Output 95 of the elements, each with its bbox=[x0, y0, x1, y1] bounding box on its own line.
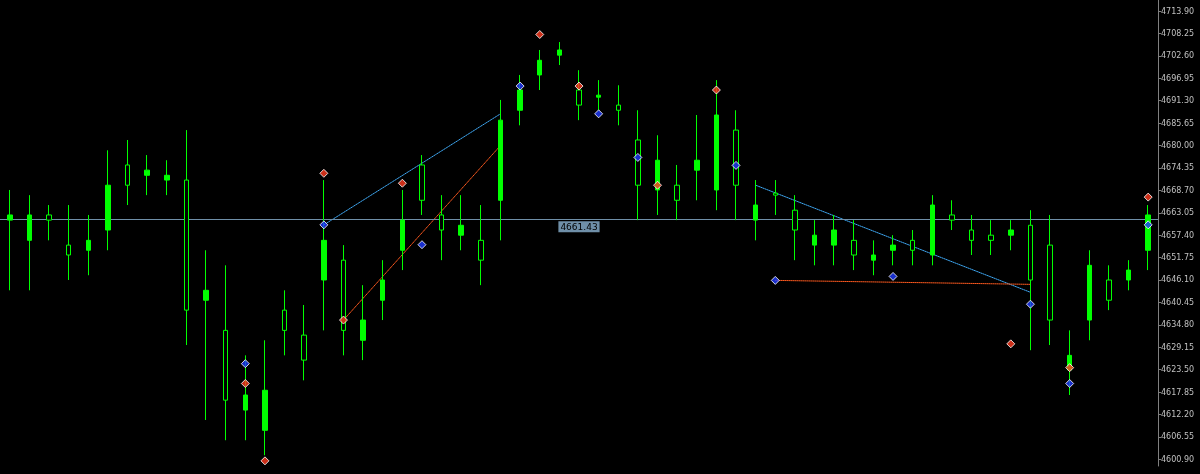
point bbox=[240, 359, 250, 369]
y-tick-label: 4623.50 bbox=[1161, 365, 1195, 375]
y-tick-label: 4640.45 bbox=[1161, 297, 1195, 307]
candlestick bbox=[616, 84, 621, 126]
candlestick bbox=[105, 149, 111, 251]
candlestick bbox=[969, 214, 974, 256]
y-tick-label: 4685.65 bbox=[1161, 118, 1195, 128]
point bbox=[515, 81, 525, 91]
point bbox=[731, 160, 741, 170]
candlestick bbox=[674, 164, 680, 221]
candlestick bbox=[262, 339, 268, 456]
y-tick-label: 4680.00 bbox=[1161, 141, 1195, 151]
candlestick bbox=[301, 304, 307, 381]
candlestick bbox=[890, 234, 896, 266]
candlestick bbox=[517, 74, 523, 126]
candlestick bbox=[576, 69, 582, 121]
point bbox=[770, 275, 780, 285]
candlestick bbox=[360, 284, 366, 361]
y-tick-label: 4691.30 bbox=[1161, 96, 1195, 106]
candlestick bbox=[458, 194, 464, 251]
candlestick bbox=[439, 194, 444, 261]
y-tick-label: 4702.60 bbox=[1161, 51, 1195, 61]
candlestick bbox=[773, 179, 778, 216]
candlestick bbox=[380, 259, 385, 321]
y-tick-label: 4600.90 bbox=[1161, 454, 1195, 464]
candlestick bbox=[851, 219, 857, 271]
candlestick bbox=[831, 214, 837, 266]
candlestick bbox=[46, 204, 52, 241]
point bbox=[240, 379, 250, 389]
point bbox=[711, 85, 721, 95]
point bbox=[417, 240, 427, 250]
y-tick-label: 4708.25 bbox=[1161, 29, 1195, 39]
y-tick-label: 4612.20 bbox=[1161, 409, 1195, 419]
candlestick bbox=[537, 49, 542, 91]
point bbox=[1065, 379, 1075, 389]
candlestick bbox=[871, 239, 876, 276]
y-tick-label: 4646.10 bbox=[1161, 275, 1195, 285]
point bbox=[653, 180, 663, 190]
point bbox=[1025, 299, 1035, 309]
candlestick bbox=[27, 194, 32, 291]
candlestick bbox=[223, 264, 228, 441]
candlestick bbox=[753, 179, 758, 241]
y-tick-label: 4713.90 bbox=[1161, 6, 1195, 16]
candlestick bbox=[478, 204, 484, 286]
y-tick-label: 4657.40 bbox=[1161, 230, 1195, 240]
y-tick-label: 4629.15 bbox=[1161, 342, 1195, 352]
point bbox=[319, 220, 329, 230]
candlestick bbox=[949, 199, 955, 231]
candlestick bbox=[812, 219, 817, 266]
y-tick-label: 4606.55 bbox=[1161, 432, 1195, 442]
candlestick bbox=[498, 99, 503, 241]
candlestick bbox=[144, 154, 150, 196]
point bbox=[535, 30, 545, 39]
point bbox=[397, 178, 407, 188]
candlestick bbox=[125, 139, 130, 206]
candlestick bbox=[988, 219, 994, 256]
point bbox=[594, 109, 604, 119]
candlestick bbox=[930, 194, 935, 266]
candlestick bbox=[557, 41, 562, 66]
y-tick-label: 4634.80 bbox=[1161, 320, 1195, 330]
y-tick-label: 4663.05 bbox=[1161, 208, 1195, 218]
y-tick-label: 4674.35 bbox=[1161, 163, 1195, 173]
candlestick bbox=[282, 289, 287, 356]
y-tick-label: 4651.75 bbox=[1161, 253, 1195, 263]
candlestick bbox=[203, 249, 209, 421]
candlestick bbox=[910, 229, 915, 266]
candlestick bbox=[184, 129, 189, 346]
y-tick-label: 4696.95 bbox=[1161, 73, 1195, 83]
candlestick bbox=[1047, 214, 1053, 346]
candlestick bbox=[400, 189, 405, 271]
point bbox=[574, 81, 584, 91]
candlestick bbox=[321, 179, 327, 331]
candlestick bbox=[1087, 249, 1092, 341]
candlestick bbox=[419, 154, 425, 216]
y-tick-label: 4668.70 bbox=[1161, 185, 1195, 195]
candlestick bbox=[164, 159, 170, 196]
ref-line-label: 4661.43 bbox=[560, 221, 598, 232]
point bbox=[1143, 192, 1153, 202]
candlestick bbox=[1008, 219, 1014, 251]
candlestick bbox=[1106, 264, 1112, 311]
candlestick bbox=[1126, 259, 1131, 291]
point bbox=[1065, 363, 1075, 373]
point bbox=[633, 152, 643, 162]
point bbox=[1006, 339, 1016, 349]
point bbox=[338, 315, 348, 325]
candlestick bbox=[792, 194, 798, 261]
y-tick-label: 4617.85 bbox=[1161, 387, 1195, 397]
point bbox=[888, 271, 898, 281]
point bbox=[260, 456, 270, 466]
point bbox=[319, 168, 329, 178]
candlestick bbox=[66, 204, 71, 281]
candlestick bbox=[86, 214, 91, 276]
candlestick bbox=[7, 189, 13, 291]
point bbox=[1143, 220, 1153, 230]
candlestick bbox=[694, 114, 700, 201]
